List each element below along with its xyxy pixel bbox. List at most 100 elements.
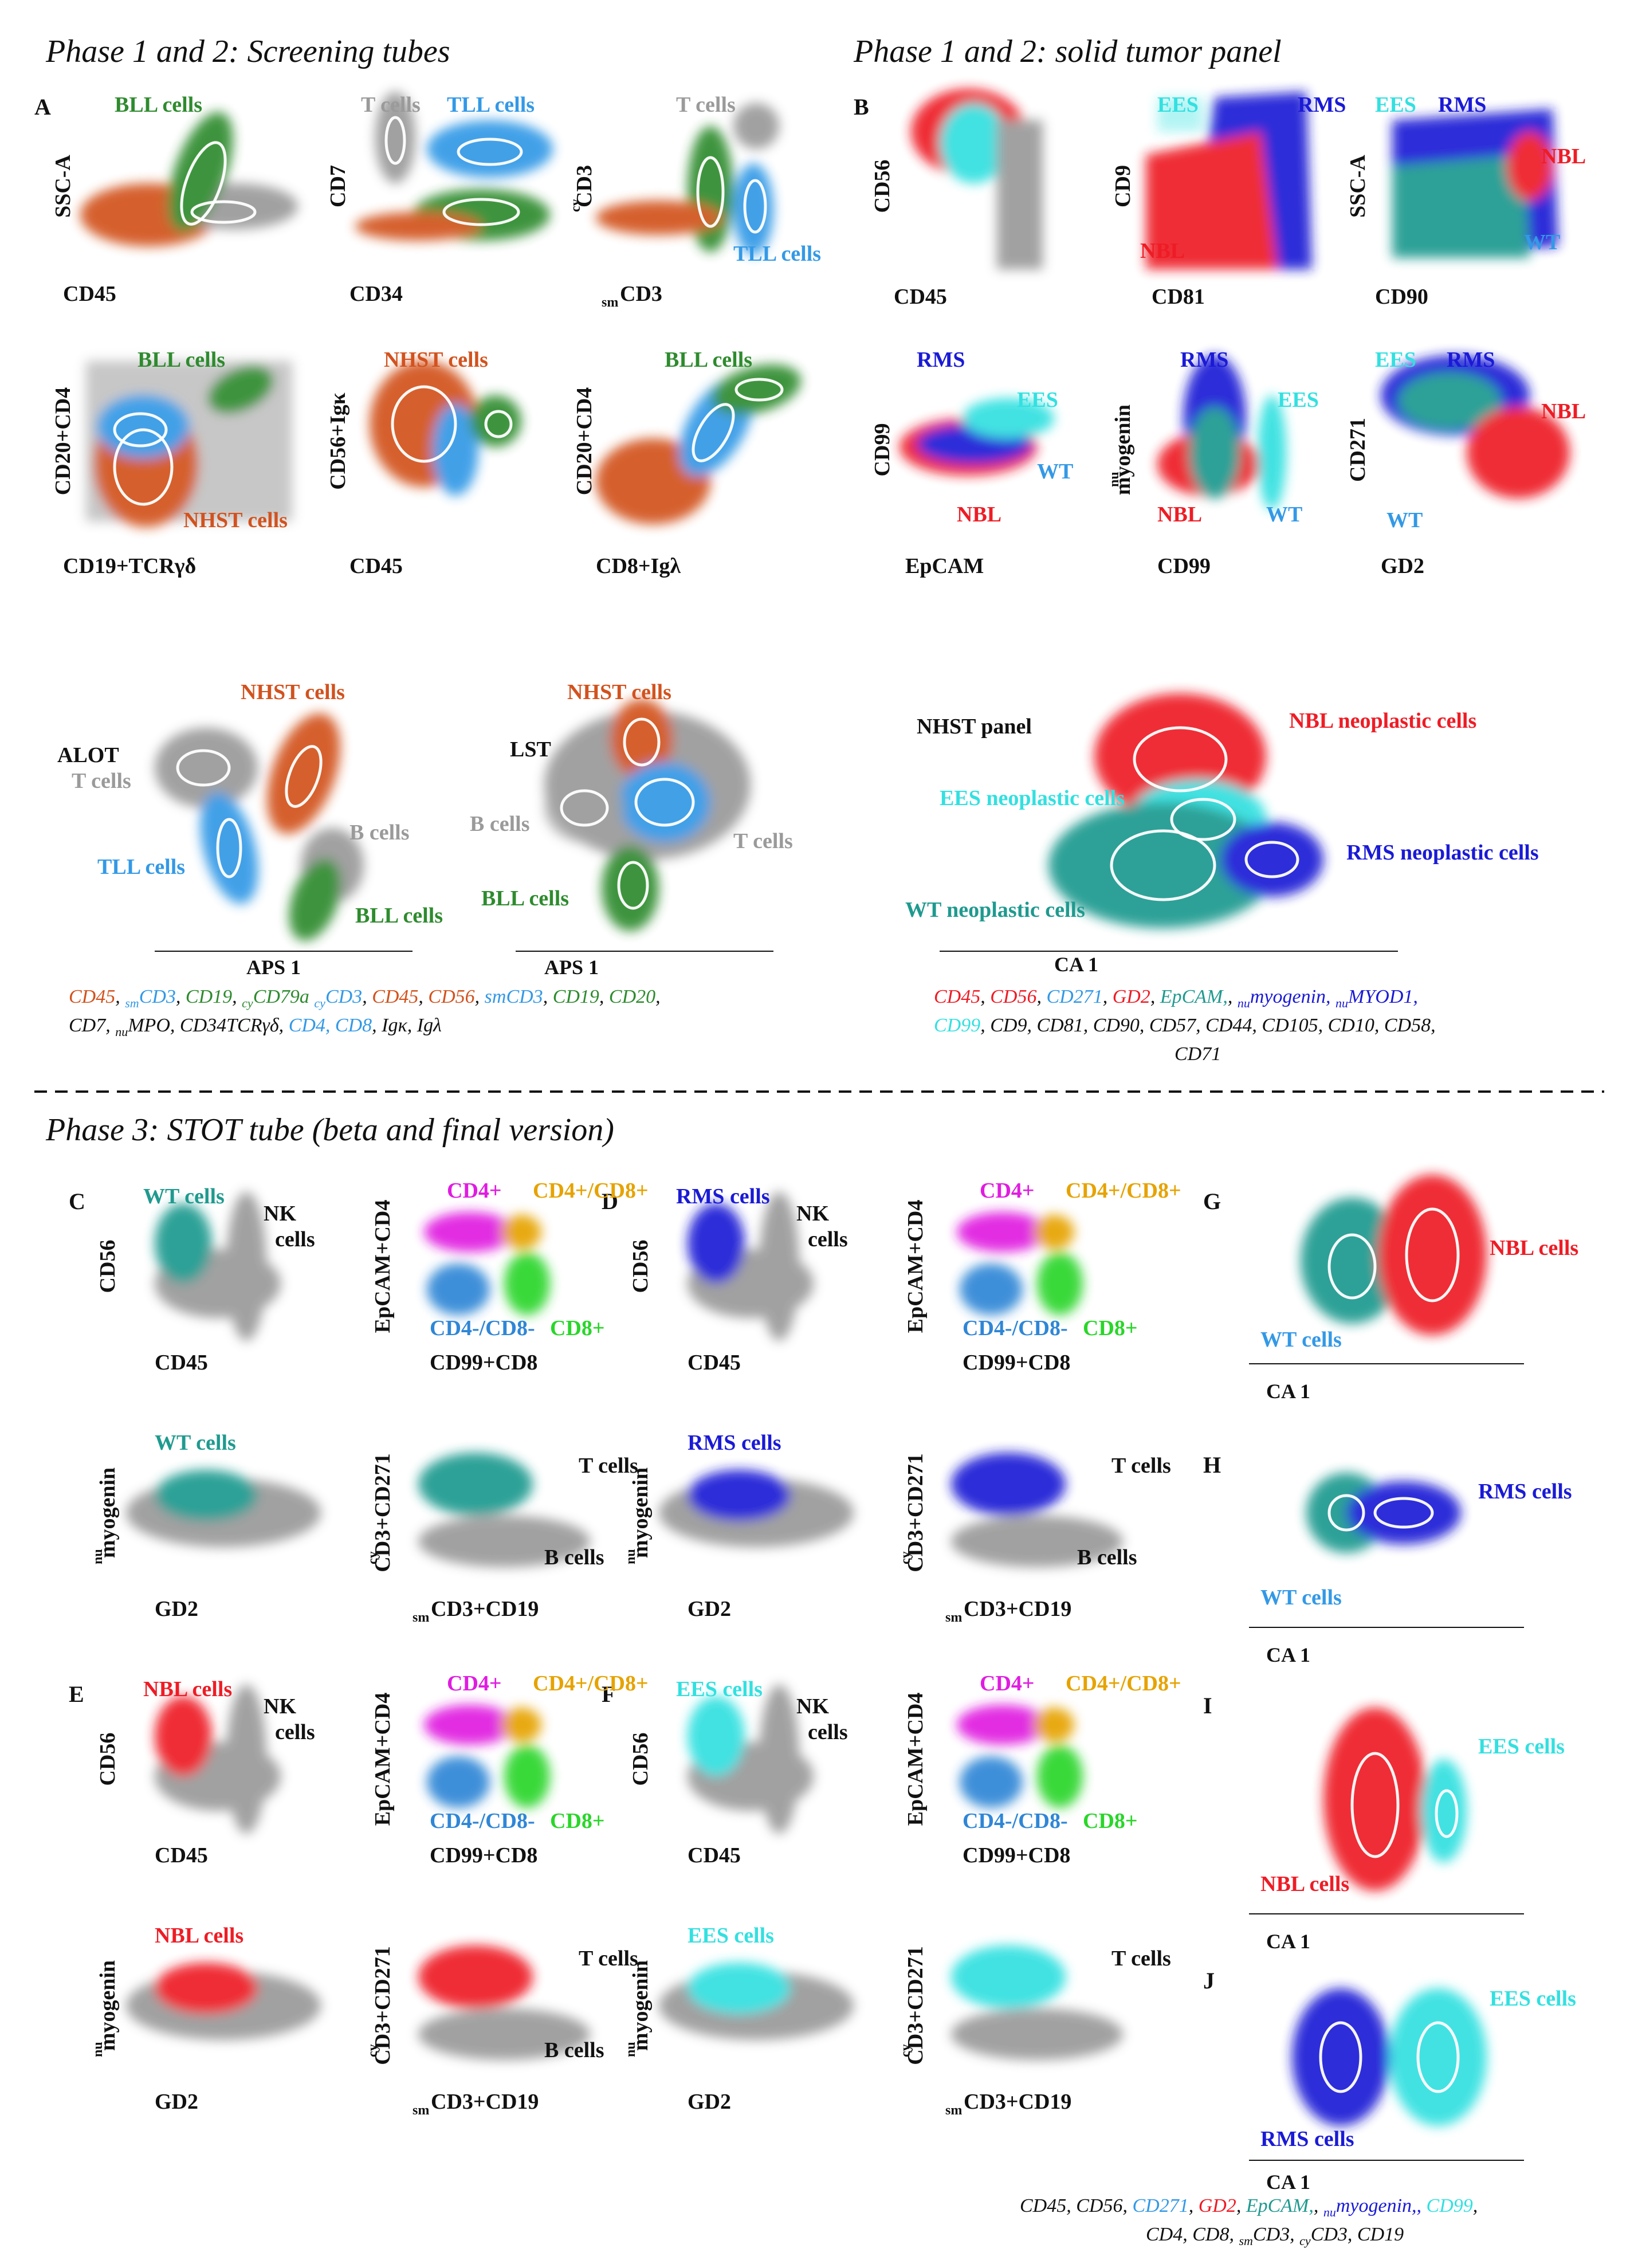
phase3-label: CD4+/CD8+ [533,1179,649,1203]
label-bll-cells: BLL cells [115,93,202,117]
label-rms-neoplastic: RMS neoplastic cells [1346,841,1539,865]
y-axis-label: CD3 [572,165,596,207]
y-axis-prefix: cy [366,2044,380,2057]
label-bll-cells: BLL cells [481,886,569,911]
label-wt: WT [1266,503,1302,527]
scatter-cloud [1048,693,1323,928]
axis-title-ca1: CA 1 [1266,2171,1310,2194]
phase3-label: CD4+ [447,1179,502,1203]
label-ees: EES [1157,93,1199,117]
label-wt: WT [1524,230,1560,254]
y-axis-label: myogenin [629,1467,653,1558]
y-axis-prefix: nu [91,2042,105,2057]
axis-title-ca1: CA 1 [1266,1930,1310,1953]
section-title-phase3: Phase 3: STOT tube (beta and final versi… [45,1112,614,1148]
x-axis-label: CD99+CD8 [963,1843,1070,1867]
label-rms: RMS [1438,93,1486,117]
phase3-label: CD8+ [1083,1809,1138,1833]
panel-h-plot: RMS cells WT cells CA 1 [1249,1473,1572,1666]
phase3-label: T cells [579,1454,638,1478]
label-nbl: NBL [1541,399,1586,423]
x-axis-label: CD90 [1375,285,1428,309]
y-axis-label: SSC-A [1346,155,1370,218]
x-axis-prefix: sm [413,2103,429,2118]
x-axis-label: CD99 [1157,554,1211,578]
scatter-cloud [688,1685,814,1834]
phase3-label: RMS cells [688,1431,781,1455]
label-b-cells: B cells [349,821,409,845]
y-axis-label: CD20+CD4 [51,387,75,495]
screening-plot-5: CD56+Igκ CD45 NHST cells [326,348,521,578]
phase3-label: CD8+ [550,1809,605,1833]
x-axis-label: CD81 [1152,285,1205,309]
label-nhst-cells: NHST cells [241,680,345,704]
phase3-label: NK [264,1694,296,1718]
y-axis-prefix: nu [1107,472,1122,487]
lst-aps-plot: LST NHST cells B cells T cells BLL cells… [470,680,793,979]
marker-list-solid-line2: CD99, CD9, CD81, CD90, CD57, CD44, CD105… [934,1015,1436,1036]
x-axis-label: CD45 [894,285,947,309]
phase3-e-plot-2: EpCAM+CD4 CD99+CD8 CD4+ CD4+/CD8+ CD4-/CD8- C… [371,1671,649,1867]
phase3-label: NK [264,1202,296,1226]
x-axis-label: CD3+CD19 [431,1597,539,1621]
label-nbl: NBL [1541,144,1586,168]
label-t-cells: T cells [72,769,131,793]
phase3-label: EES cells [688,1924,774,1948]
x-axis-label: CD99+CD8 [963,1351,1070,1375]
scatter-cloud [1306,1473,1461,1553]
panel-letter-g: G [1203,1188,1221,1214]
x-axis-label: CD45 [155,1351,208,1375]
label-t-cells: T cells [361,93,421,117]
y-axis-label: CD20+CD4 [572,387,596,495]
label-bll-cells: BLL cells [665,348,752,372]
screening-plot-6: CD20+CD4 CD8+Igλ BLL cells [572,348,801,578]
phase3-label: CD4-/CD8- [430,1809,535,1833]
scatter-cloud [659,1470,854,1547]
label-nbl-cells: NBL cells [1260,1872,1349,1896]
solid-plot-2: CD9 CD81 EES RMS NBL [1111,92,1346,309]
y-axis-label: EpCAM+CD4 [904,1200,928,1333]
solid-plot-1: CD56 CD45 [870,89,1043,309]
label-nhst-cells: NHST cells [567,680,671,704]
label-rms-cells: RMS cells [1478,1480,1572,1504]
scatter-cloud [596,103,779,255]
label-ees: EES [1375,348,1416,372]
phase3-label: WT cells [155,1431,236,1455]
label-ees: EES [1017,388,1058,412]
y-axis-label: CD99 [870,423,894,477]
panel-i-plot: EES cells NBL cells CA 1 [1249,1708,1565,1953]
phase3-label: B cells [544,2038,604,2062]
y-axis-label: myogenin [629,1960,653,2051]
y-axis-prefix: cy [898,2044,913,2057]
scatter-cloud [418,1453,590,1567]
y-axis-label: CD56 [629,1240,653,1293]
x-axis-label: CD45 [688,1351,741,1375]
label-bll-cells: BLL cells [355,904,443,928]
marker-list-stot-line1: CD45, CD56, CD271, GD2, EpCAM,, numyogen… [1020,2195,1478,2219]
scatter-cloud [957,1705,1083,1808]
phase3-label: cells [808,1720,848,1744]
plot-title: ALOT [57,743,119,767]
panel-j-plot: EES cells RMS cells CA 1 [1249,1987,1576,2194]
scatter-cloud [1392,109,1558,258]
phase3-label: cells [275,1227,315,1251]
y-axis-label: CD56 [96,1240,120,1293]
x-axis-label: GD2 [688,2090,731,2114]
section-title-solid-tumor: Phase 1 and 2: solid tumor panel [853,34,1282,69]
y-axis-label: CD56+Igκ [326,393,350,489]
x-axis-label: CD3+CD19 [431,2090,539,2114]
label-b-cells: B cells [470,812,529,836]
scatter-cloud [155,713,364,941]
x-axis-label: GD2 [155,2090,198,2114]
x-axis-label: CD19+TCRγδ [63,554,196,578]
scatter-cloud [126,1963,321,2040]
x-axis-label: CD45 [155,1843,208,1867]
label-nbl-cells: NBL cells [1490,1236,1578,1260]
phase3-label: CD4-/CD8- [963,1316,1068,1340]
alot-aps-plot: ALOT NHST cells T cells B cells TLL cell… [57,680,443,979]
x-axis-label: GD2 [1381,554,1424,578]
